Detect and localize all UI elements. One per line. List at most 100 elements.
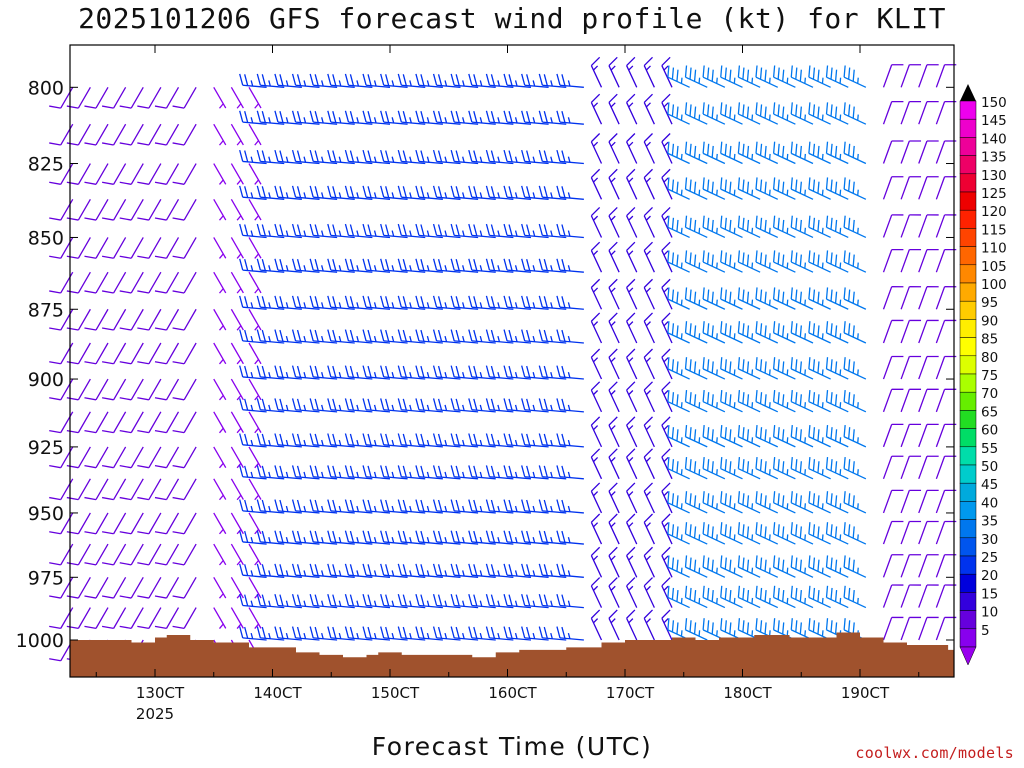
wind-barb	[918, 286, 939, 310]
wind-barb	[702, 177, 726, 200]
wind-barb	[362, 626, 391, 641]
wind-barb	[918, 388, 939, 413]
wind-barb	[248, 342, 262, 365]
wind-barb	[643, 93, 655, 125]
wind-barb	[432, 223, 461, 239]
wind-barb	[503, 499, 532, 514]
wind-barb	[626, 546, 638, 578]
wind-barb	[172, 308, 197, 331]
wind-barb	[737, 456, 761, 480]
wind-barb	[274, 594, 302, 609]
colorbar-swatch	[959, 373, 977, 393]
wind-barb	[291, 73, 320, 88]
wind-barb	[172, 446, 197, 469]
wind-barb	[825, 177, 849, 200]
wind-barb	[521, 73, 549, 88]
colorbar-swatch	[959, 173, 977, 193]
wind-barb	[239, 433, 267, 448]
wind-barb	[900, 100, 922, 125]
wind-barb	[362, 185, 391, 200]
wind-barb	[49, 123, 74, 146]
wind-barb	[667, 491, 690, 514]
wind-barb	[485, 258, 514, 273]
wind-barb	[362, 295, 391, 310]
wind-barb	[720, 585, 743, 609]
wind-barb	[737, 215, 761, 239]
wind-barb	[790, 456, 814, 480]
wind-barb	[808, 102, 831, 125]
wind-barb	[309, 258, 338, 273]
wind-barb	[521, 465, 549, 480]
wind-barb	[503, 398, 532, 413]
wind-barb	[608, 609, 620, 641]
wind-barb	[415, 530, 443, 545]
wind-barb	[772, 141, 796, 165]
wind-barb	[415, 626, 443, 641]
colorbar-label: 140	[981, 131, 1007, 147]
wind-barb	[119, 607, 144, 630]
wind-barb	[521, 258, 549, 273]
colorbar-label: 125	[981, 186, 1007, 202]
wind-barb	[667, 321, 690, 344]
wind-barb	[327, 365, 355, 380]
wind-barb	[643, 448, 655, 480]
wind-barb	[521, 563, 549, 578]
wind-barb	[808, 618, 831, 641]
wind-barb	[468, 149, 496, 165]
wind-barb	[503, 594, 532, 609]
wind-barb	[256, 398, 285, 413]
wind-barb	[66, 543, 91, 566]
wind-barb	[432, 499, 461, 514]
wind-barb	[608, 416, 620, 448]
wind-barb	[309, 626, 338, 641]
wind-barb	[556, 295, 584, 310]
wind-barb	[248, 163, 262, 185]
wind-barb	[327, 433, 355, 448]
wind-barb	[415, 433, 443, 448]
wind-barb	[661, 448, 673, 480]
wind-barb	[608, 56, 620, 88]
wind-barb	[432, 433, 461, 448]
wind-barb	[66, 308, 91, 331]
wind-barb	[661, 348, 673, 380]
wind-barb	[256, 563, 285, 578]
wind-barb	[397, 433, 426, 448]
wind-barb	[172, 543, 197, 566]
wind-barb	[538, 149, 567, 165]
wind-barb	[485, 223, 514, 239]
wind-barb	[274, 110, 302, 125]
wind-barb	[327, 223, 355, 239]
wind-barb	[213, 411, 227, 434]
wind-barb	[137, 512, 162, 535]
colorbar-swatch	[959, 300, 977, 320]
wind-barb	[154, 512, 180, 535]
wind-barb	[825, 102, 849, 125]
wind-barb	[380, 626, 408, 641]
y-tick-label: 850	[28, 227, 64, 249]
colorbar-swatch	[959, 428, 977, 448]
wind-barb	[327, 295, 355, 310]
wind-barb	[230, 478, 244, 501]
wind-barb	[918, 355, 939, 380]
wind-barb	[626, 241, 638, 273]
wind-barb	[248, 123, 262, 146]
wind-barb	[556, 258, 584, 273]
wind-barb	[119, 123, 144, 146]
wind-barb	[256, 73, 285, 88]
wind-barb	[521, 594, 549, 609]
wind-barb	[755, 321, 779, 344]
wind-barb	[608, 206, 620, 238]
wind-barb	[521, 365, 549, 380]
wind-barb	[590, 381, 603, 413]
wind-barb	[213, 86, 227, 109]
wind-barb	[538, 73, 567, 88]
wind-barb	[790, 250, 814, 273]
wind-barb	[737, 357, 761, 380]
wind-barb	[450, 149, 479, 165]
wind-barb	[450, 365, 479, 380]
wind-barb	[101, 478, 127, 501]
wind-barb	[720, 555, 743, 578]
wind-barb	[684, 618, 708, 641]
wind-barb	[643, 577, 655, 608]
wind-barb	[49, 163, 74, 185]
